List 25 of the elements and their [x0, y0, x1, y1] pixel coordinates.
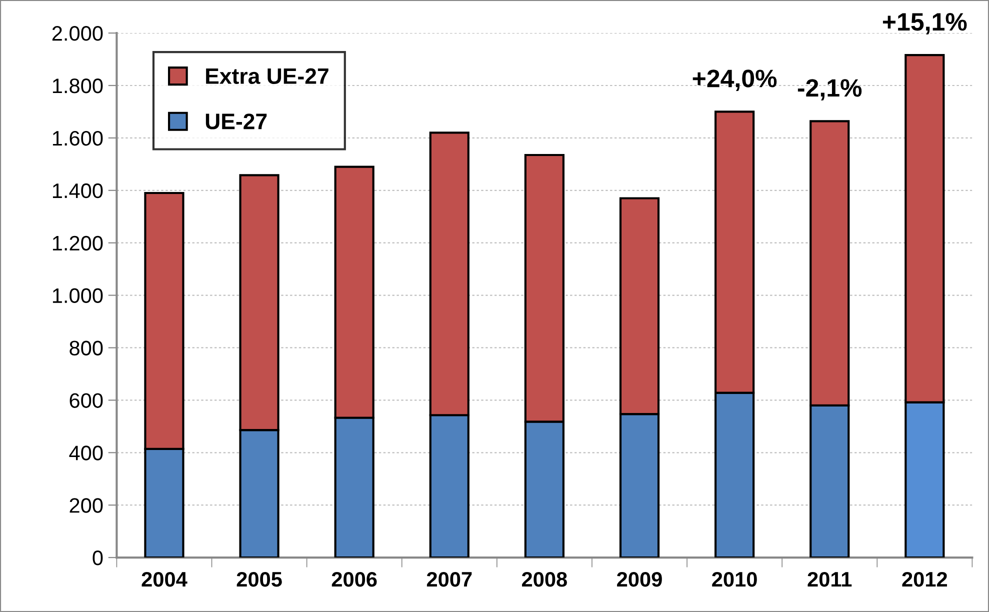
- annotation: +24,0%: [692, 70, 777, 91]
- x-tick-label: 2005: [236, 572, 282, 587]
- legend-label: Extra UE-27: [206, 68, 328, 84]
- y-tick-label: 1.600: [52, 130, 103, 146]
- y-tick-label: 2.000: [52, 26, 103, 41]
- y-tick-label: 1.800: [52, 78, 103, 94]
- y-tick-label: 1.400: [52, 183, 103, 198]
- x-tick-label: 2009: [617, 572, 662, 587]
- x-tick-label: 2010: [712, 572, 757, 587]
- x-tick-label: 2004: [142, 572, 188, 587]
- y-tick-label: 400: [69, 446, 103, 460]
- y-tick-label: 200: [70, 498, 103, 513]
- x-tick-label: 2012: [902, 572, 947, 587]
- annotation: -2,1%: [798, 79, 862, 100]
- y-tick-label: 600: [70, 393, 103, 408]
- y-tick-label: 1.200: [52, 236, 103, 251]
- x-tick-label: 2011: [808, 572, 852, 587]
- annotation: +15,1%: [882, 13, 967, 34]
- y-tick-label: 1.000: [52, 288, 103, 304]
- legend-label: UE-27: [206, 114, 267, 130]
- x-tick-label: 2006: [332, 572, 377, 587]
- x-tick-label: 2008: [522, 572, 567, 587]
- y-tick-label: 800: [70, 340, 103, 356]
- y-tick-label: 0: [92, 550, 103, 566]
- x-tick-label: 2007: [426, 572, 472, 587]
